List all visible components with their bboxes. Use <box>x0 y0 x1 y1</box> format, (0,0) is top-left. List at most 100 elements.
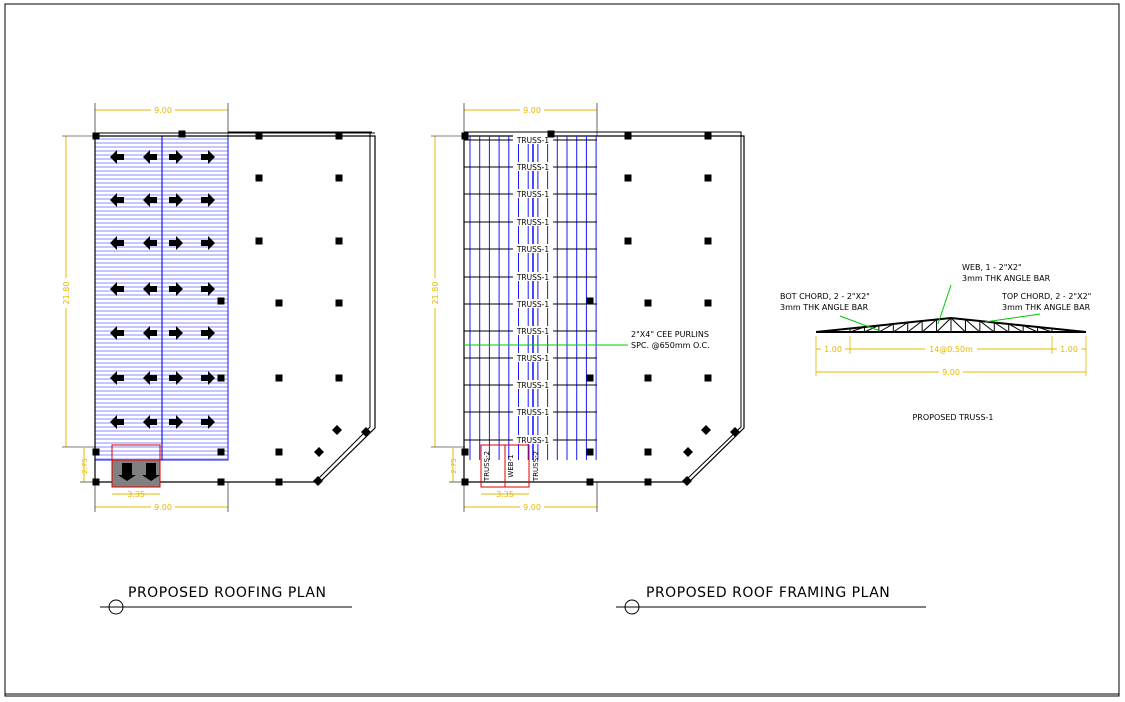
top-chord-line1: TOP CHORD, 2 - 2"X2" <box>1001 292 1091 301</box>
slope-arrow-icon <box>143 282 157 296</box>
column <box>683 447 693 457</box>
top-chord-leader <box>984 313 1041 323</box>
bot-chord-line2: 3mm THK ANGLE BAR <box>780 303 869 312</box>
dim-bottom-text: 9.00 <box>523 503 541 512</box>
truss-label-bg <box>513 326 553 335</box>
web-note-line1: WEB, 1 - 2"X2" <box>962 263 1022 272</box>
column <box>704 374 712 382</box>
truss-dim-left: 1.00 <box>824 345 842 354</box>
truss-label-bg <box>513 353 553 362</box>
column <box>275 299 283 307</box>
slope-arrow-icon <box>169 415 183 429</box>
dim-height-text: 21.80 <box>431 282 440 305</box>
slope-arrow-icon <box>169 193 183 207</box>
column <box>704 174 712 182</box>
building-outline <box>463 135 745 483</box>
column <box>361 427 371 437</box>
slope-arrow-icon <box>201 326 215 340</box>
truss-label-bg <box>513 299 553 308</box>
dimension-height: 21.80 <box>429 135 465 448</box>
slope-arrow-icon <box>143 326 157 340</box>
truss-label-bg <box>513 135 553 144</box>
purlin-note-line2: SPC. @650mm O.C. <box>631 341 710 350</box>
framing-plan: TRUSS-1 TRUSS-1 TRUSS-1 TRUSS-1 TRUSS-1 TRUSS… <box>429 103 926 615</box>
column <box>704 299 712 307</box>
dim-height-text: 21.80 <box>62 282 71 305</box>
truss-label: TRUSS-1 <box>516 218 550 227</box>
slope-arrow-icon <box>143 150 157 164</box>
truss-label-bg <box>513 162 553 171</box>
small-web-label: WEB-1 <box>507 454 515 477</box>
column <box>335 299 343 307</box>
column <box>332 425 342 435</box>
small-truss-right-label: TRUSS-2 <box>532 451 540 482</box>
truss-web-diagonal <box>893 322 908 333</box>
dimension-height: 21.80 <box>60 135 96 448</box>
truss-label-bg <box>513 189 553 198</box>
column <box>335 174 343 182</box>
dimension-sub-height: 2.75 <box>80 447 96 483</box>
slope-arrow-icon <box>169 282 183 296</box>
column <box>217 374 225 382</box>
truss-label-bg <box>513 435 553 444</box>
slope-arrow-icon <box>201 193 215 207</box>
dimension-sub-height: 2.75 <box>449 447 465 483</box>
slope-arrow-icon <box>110 415 124 429</box>
column <box>313 476 323 486</box>
dim-top-text: 9.00 <box>154 106 172 115</box>
sheet-border <box>4 3 1120 697</box>
column <box>644 448 652 456</box>
truss-web-diagonal <box>1037 326 1053 333</box>
slope-arrow-icon <box>201 371 215 385</box>
entry-arrow-icon <box>142 463 160 481</box>
roofing-plan-title: PROPOSED ROOFING PLAN <box>128 585 326 601</box>
column <box>644 478 652 486</box>
dim-sub-width-text: 3.35 <box>496 490 514 499</box>
column <box>335 374 343 382</box>
framing-plan-title: PROPOSED ROOF FRAMING PLAN <box>646 585 890 601</box>
roofing-plan: 9.00 9.00 3.35 21.80 2.75 PROPOSED <box>60 103 376 615</box>
truss-label: TRUSS-1 <box>516 190 550 199</box>
column <box>704 132 712 140</box>
truss-web-diagonal <box>878 323 894 333</box>
bot-chord-line1: BOT CHORD, 2 - 2"X2" <box>780 292 870 301</box>
truss-label: TRUSS-1 <box>516 163 550 172</box>
truss-web-diagonal <box>849 326 865 333</box>
truss-label: TRUSS-1 <box>516 354 550 363</box>
slope-arrow-icon <box>169 326 183 340</box>
column <box>255 174 263 182</box>
slope-arrow-icon <box>201 236 215 250</box>
truss-label-bg <box>513 244 553 253</box>
column <box>701 425 711 435</box>
slope-arrow-icon <box>201 282 215 296</box>
slope-arrow-icon <box>169 236 183 250</box>
slope-arrow-icon <box>110 282 124 296</box>
truss-label: TRUSS-1 <box>516 300 550 309</box>
slope-arrow-icon <box>169 150 183 164</box>
column <box>275 374 283 382</box>
slope-arrow-icon <box>201 415 215 429</box>
column <box>217 297 225 305</box>
dimension-top: 9.00 <box>463 103 598 136</box>
slope-arrow-icon <box>143 415 157 429</box>
truss-label: TRUSS-1 <box>516 408 550 417</box>
slope-arrow-icon <box>201 150 215 164</box>
truss-web-diagonal <box>1008 323 1024 333</box>
truss-web-diagonal <box>864 325 880 333</box>
roof-slope-arrows <box>110 150 215 429</box>
column <box>624 237 632 245</box>
slope-arrow-icon <box>169 371 183 385</box>
column <box>644 299 652 307</box>
column <box>586 374 594 382</box>
dimension-top: 9.00 <box>94 103 229 136</box>
trusses: TRUSS-1 TRUSS-1 TRUSS-1 TRUSS-1 TRUSS-1 TRUSS… <box>464 135 597 445</box>
truss-label: TRUSS-1 <box>516 245 550 254</box>
truss-label-bg <box>513 380 553 389</box>
web-leader <box>937 284 952 325</box>
truss-web-diagonal <box>994 322 1009 333</box>
column <box>461 448 469 456</box>
dim-sub-height-text: 2.75 <box>450 458 458 474</box>
slope-arrow-icon <box>110 150 124 164</box>
dim-top-text: 9.00 <box>523 106 541 115</box>
